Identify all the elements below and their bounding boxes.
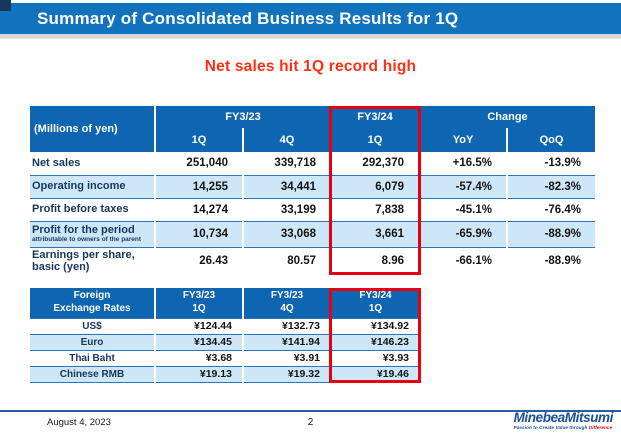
subtitle-headline: Net sales hit 1Q record high [204,58,417,75]
corner-accent-square [0,0,11,11]
cell-value: ¥146.23 [330,334,419,350]
cell-value: 8.96 [330,247,419,275]
row-label: Profit for the period attributable to ow… [30,221,155,247]
fx-col-fy324-1q: FY3/24 1Q [330,288,419,318]
cell-value: 80.57 [242,247,331,275]
title-band: Summary of Consolidated Business Results… [0,3,621,34]
cell-value: ¥132.73 [242,318,331,334]
cell-value: -88.9% [506,221,595,247]
results-header-row-quarters: 1Q 4Q 1Q YoY QoQ [30,128,595,152]
logo-wordmark: MinebeaMitsumi [513,410,614,425]
cell-value: 251,040 [154,152,243,175]
row-label: Profit before taxes [32,203,129,216]
results-table: (Millions of yen) FY3/23 FY3/24 Change 1… [30,106,595,275]
col-header-yoy: YoY [418,128,507,152]
col-header-qoq: QoQ [506,128,595,152]
cell-value: -65.9% [418,221,507,247]
fx-table-wrap: Foreign Exchange Rates FY3/23 1Q FY3/23 … [30,288,421,383]
col-header-fy324-1q: 1Q [330,128,419,152]
colgroup-change: Change [418,106,595,128]
cell-value: ¥3.93 [330,350,419,366]
fx-row-usd: US$ ¥124.44 ¥132.73 ¥134.92 [30,318,419,334]
cell-value: 14,255 [154,175,243,198]
cell-value: 14,274 [154,198,243,221]
row-label: US$ [82,320,102,332]
cell-value: 292,370 [330,152,419,175]
table-row-profit-for-period: Profit for the period attributable to ow… [30,221,595,247]
fx-col-fy323-1q: FY3/23 1Q [154,288,243,318]
row-label: Euro [30,334,155,350]
cell-value: -76.4% [506,198,595,221]
cell-value: 33,199 [242,198,331,221]
cell-value: -13.9% [506,152,595,175]
cell-value: -88.9% [506,247,595,275]
row-label: Chinese RMB [30,366,155,382]
fx-header-row: Foreign Exchange Rates FY3/23 1Q FY3/23 … [30,288,419,318]
cell-value: ¥141.94 [242,334,331,350]
cell-value: 6,079 [330,175,419,198]
cell-value: ¥3.68 [154,350,243,366]
cell-value: 33,068 [242,221,331,247]
page-title: Summary of Consolidated Business Results… [37,8,459,28]
cell-value: -82.3% [506,175,595,198]
table-row-operating-income: Operating income 14,255 34,441 6,079 -57… [30,175,595,198]
col-header-fy323-4q: 4Q [242,128,331,152]
footer-divider-line [0,410,621,412]
logo-tagline: Passion to Create Value through Differen… [513,424,613,430]
row-label: Operating income [30,175,155,198]
cell-value: -66.1% [418,247,507,275]
cell-value: ¥19.13 [154,366,243,382]
table-row-profit-before-taxes: Profit before taxes 14,274 33,199 7,838 … [30,198,595,221]
cell-value: 34,441 [242,175,331,198]
fx-row-euro: Euro ¥134.45 ¥141.94 ¥146.23 [30,334,419,350]
cell-value: 3,661 [330,221,419,247]
cell-value: 26.43 [154,247,243,275]
cell-value: 339,718 [242,152,331,175]
unit-label-cell: (Millions of yen) [30,106,155,152]
row-label-footnote: attributable to owners of the parent [32,236,142,244]
cell-value: 7,838 [330,198,419,221]
cell-value: 10,734 [154,221,243,247]
row-label: Earnings per share, basic (yen) [32,248,135,274]
colgroup-fy323: FY3/23 [154,106,331,128]
page-number: 2 [307,417,314,428]
cell-value: +16.5% [418,152,507,175]
fx-row-chinese-rmb: Chinese RMB ¥19.13 ¥19.32 ¥19.46 [30,366,419,382]
cell-value: ¥3.91 [242,350,331,366]
cell-value: ¥19.46 [330,366,419,382]
cell-value: -45.1% [418,198,507,221]
title-underline-strip [0,34,621,39]
cell-value: -57.4% [418,175,507,198]
cell-value: ¥124.44 [154,318,243,334]
row-label: Net sales [32,156,81,169]
footer-date: August 4, 2023 [47,417,111,428]
fx-row-thai-baht: Thai Baht ¥3.68 ¥3.91 ¥3.93 [30,350,419,366]
col-header-fy323-1q: 1Q [154,128,243,152]
cell-value: ¥19.32 [242,366,331,382]
company-logo: MinebeaMitsumi Passion to Create Value t… [513,410,614,430]
fx-header-label: Foreign Exchange Rates [30,288,155,318]
table-row-net-sales: Net sales 251,040 339,718 292,370 +16.5%… [30,152,595,175]
cell-value: ¥134.92 [330,318,419,334]
fx-col-fy323-4q: FY3/23 4Q [242,288,331,318]
row-label: Thai Baht [69,352,115,364]
colgroup-fy324: FY3/24 [330,106,419,128]
table-row-eps: Earnings per share, basic (yen) 26.43 80… [30,247,595,275]
cell-value: ¥134.45 [154,334,243,350]
fx-table: Foreign Exchange Rates FY3/23 1Q FY3/23 … [30,288,419,383]
results-table-wrap: (Millions of yen) FY3/23 FY3/24 Change 1… [30,106,595,275]
results-header-row-groups: (Millions of yen) FY3/23 FY3/24 Change [30,106,595,152]
